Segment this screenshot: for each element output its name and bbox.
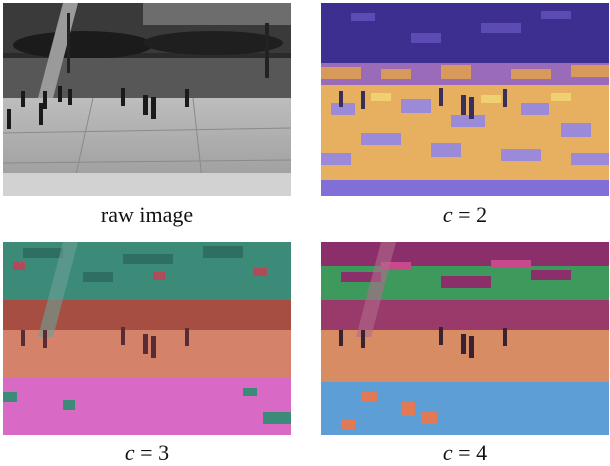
caption-c2: c = 2 xyxy=(442,202,488,227)
panel-c3 xyxy=(3,242,291,435)
panel-c4 xyxy=(321,242,609,435)
caption-c3: c = 3 xyxy=(124,440,170,465)
caption-c4: c = 4 xyxy=(442,440,488,465)
pedestrians xyxy=(7,86,189,129)
panel-raw-image xyxy=(3,3,291,196)
segmentation-c2-image xyxy=(321,3,609,196)
segmentation-c4-image xyxy=(321,242,609,435)
panel-c2 xyxy=(321,3,609,196)
raw-image-photo xyxy=(3,3,291,196)
segmentation-c3-image xyxy=(3,242,291,435)
caption-raw-image: raw image xyxy=(100,202,194,227)
